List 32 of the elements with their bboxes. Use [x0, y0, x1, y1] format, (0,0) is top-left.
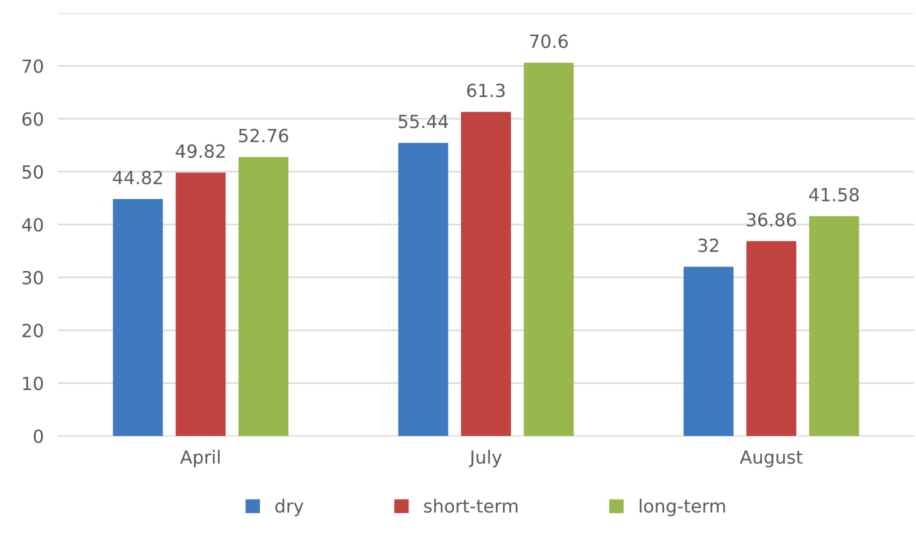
bar: [238, 157, 288, 436]
bar: [112, 199, 163, 436]
data-label: 55.44: [398, 114, 448, 128]
bar: [809, 216, 860, 436]
x-tick-label: April: [180, 450, 220, 468]
legend-label: dry: [275, 498, 304, 516]
data-label: 70.6: [530, 34, 568, 48]
y-tick-label: 10: [23, 376, 43, 390]
data-label: 41.58: [809, 188, 859, 202]
data-label: 61.3: [467, 84, 505, 98]
bar: [746, 241, 796, 436]
bar: [461, 112, 511, 436]
x-tick-label: August: [740, 450, 802, 468]
bar: [176, 172, 226, 436]
bar: [684, 266, 734, 436]
y-tick-label: 60: [22, 112, 43, 126]
bar: [398, 142, 448, 436]
y-tick-label: 70: [22, 59, 43, 73]
data-label: 44.82: [112, 170, 162, 184]
data-label: 32: [698, 238, 718, 252]
legend-label: short-term: [424, 498, 518, 513]
x-tick-label: July: [468, 450, 502, 468]
legend-label: long-term: [640, 498, 725, 516]
data-label: 52.76: [238, 128, 288, 142]
y-tick-label: 30: [22, 270, 43, 284]
bar: [524, 62, 574, 436]
data-label: 49.82: [176, 144, 225, 158]
data-label: 36.86: [746, 212, 796, 226]
y-tick-label: 40: [22, 218, 43, 232]
y-tick-label: 0: [34, 429, 43, 444]
y-tick-label: 50: [22, 165, 43, 179]
y-tick-label: 20: [22, 324, 43, 338]
